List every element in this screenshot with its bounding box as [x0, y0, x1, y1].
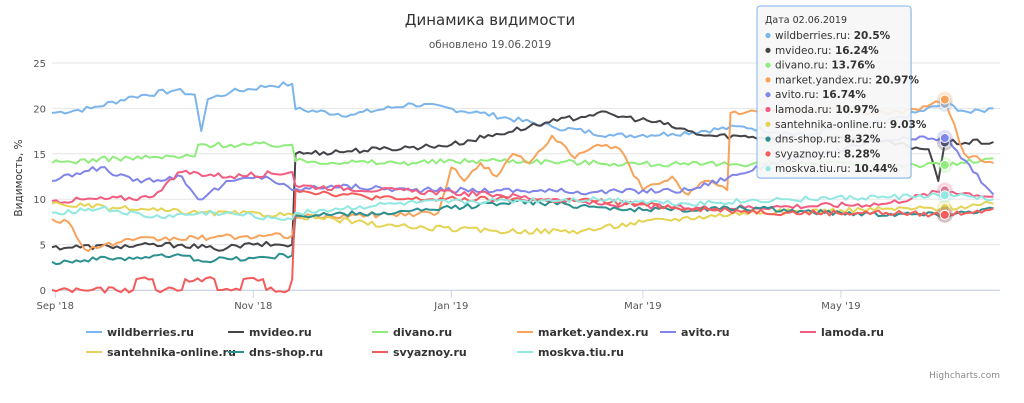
legend-label: market.yandex.ru [538, 326, 649, 339]
x-tick-label: Nov '18 [234, 301, 272, 312]
tooltip-separator: : [837, 134, 844, 146]
legend-label: moskva.tiu.ru [538, 346, 624, 359]
tooltip-series-name: divano.ru [775, 60, 824, 72]
hover-marker [939, 133, 950, 144]
tooltip-bullet [765, 47, 771, 53]
tooltip-date: Дата 02.06.2019 [765, 15, 847, 26]
tooltip-value: 13.76% [831, 60, 875, 72]
legend-item[interactable]: svyaznoy.ru [372, 346, 467, 359]
tooltip-value: 20.5% [854, 30, 891, 42]
legend-label: avito.ru [681, 326, 730, 339]
hover-marker [939, 94, 950, 105]
tooltip-separator: : [828, 45, 835, 57]
legend-label: mvideo.ru [249, 326, 312, 339]
tooltip-series-name: santehnika-online.ru [775, 119, 883, 131]
legend-item[interactable]: lamoda.ru [800, 326, 884, 339]
tooltip: Дата 02.06.2019 wildberries.ru: 20.5% mvid… [756, 5, 927, 179]
tooltip-row: avito.ru: 16.74% [775, 89, 866, 101]
y-axis-title: Видимость, % [13, 139, 25, 216]
chart-subtitle: обновлено 19.06.2019 [429, 39, 551, 51]
tooltip-separator: : [815, 89, 822, 101]
legend-label: divano.ru [393, 326, 452, 339]
legend-item[interactable]: avito.ru [660, 326, 730, 339]
tooltip-value: 16.74% [822, 89, 866, 101]
chart-title: Динамика видимости [405, 11, 576, 29]
tooltip-bullet [765, 166, 771, 172]
hover-marker [939, 190, 950, 201]
tooltip-bullet [765, 62, 771, 68]
tooltip-series-name: avito.ru [775, 89, 815, 101]
hover-marker [939, 160, 950, 171]
tooltip-value: 9.03% [890, 119, 927, 131]
tooltip-separator: : [847, 30, 854, 42]
hover-marker [939, 209, 950, 220]
tooltip-bullet [765, 32, 771, 39]
legend-label: lamoda.ru [821, 326, 884, 339]
tooltip-value: 8.32% [844, 134, 881, 146]
x-tick-label: May '19 [821, 301, 860, 312]
series-line-moskva-tiu-ru[interactable] [51, 192, 994, 222]
axes: 0 5 10 15 20 25 Sep '18 Nov '18 Jan '19 Mar '19 Ma… [33, 59, 1000, 312]
legend-label: svyaznoy.ru [393, 346, 467, 359]
tooltip-series-name: lamoda.ru [775, 104, 828, 116]
tooltip-bullet [765, 136, 771, 142]
hover-markers [936, 91, 953, 223]
tooltip-bullet [765, 121, 771, 127]
legend-item[interactable]: market.yandex.ru [517, 326, 649, 339]
tooltip-series-name: market.yandex.ru [775, 74, 868, 86]
legend-item[interactable]: moskva.tiu.ru [517, 346, 624, 359]
tooltip-row: moskva.tiu.ru: 10.44% [775, 163, 898, 175]
tooltip-row: dns-shop.ru: 8.32% [775, 134, 881, 146]
legend-item[interactable]: divano.ru [372, 326, 452, 339]
tooltip-value: 10.97% [835, 104, 879, 116]
legend-label: wildberries.ru [107, 326, 194, 339]
legend[interactable]: wildberries.ru mvideo.ru divano.ru market.y… [86, 326, 884, 359]
x-tick-label: Mar '19 [624, 301, 662, 312]
tooltip-bullet [765, 151, 771, 157]
tooltip-value: 20.97% [875, 74, 919, 86]
legend-item[interactable]: mvideo.ru [228, 326, 312, 339]
tooltip-value: 8.28% [844, 148, 881, 160]
tooltip-row: mvideo.ru: 16.24% [775, 45, 879, 57]
tooltip-series-name: mvideo.ru [775, 45, 828, 57]
tooltip-row: svyaznoy.ru: 8.28% [775, 148, 881, 160]
tooltip-separator: : [847, 163, 854, 175]
tooltip-row: market.yandex.ru: 20.97% [775, 74, 919, 86]
tooltip-bullet [765, 106, 771, 113]
y-tick-label: 10 [33, 195, 46, 206]
tooltip-separator: : [828, 104, 835, 116]
tooltip-separator: : [883, 119, 890, 131]
tooltip-row: divano.ru: 13.76% [775, 60, 876, 72]
tooltip-row: santehnika-online.ru: 9.03% [775, 119, 927, 131]
legend-item[interactable]: wildberries.ru [86, 326, 194, 339]
tooltip-bullet [765, 92, 771, 98]
tooltip-series-name: svyaznoy.ru [775, 148, 837, 160]
tooltip-value: 16.24% [835, 45, 879, 57]
tooltip-value: 10.44% [854, 163, 898, 175]
legend-item[interactable]: santehnika-online.ru [86, 346, 236, 359]
y-tick-label: 0 [40, 286, 46, 297]
y-tick-label: 20 [33, 104, 46, 115]
tooltip-row: wildberries.ru: 20.5% [775, 30, 891, 42]
y-tick-label: 5 [40, 241, 46, 252]
y-tick-label: 25 [33, 59, 46, 70]
tooltip-separator: : [868, 74, 875, 86]
legend-item[interactable]: dns-shop.ru [228, 346, 323, 359]
credits[interactable]: Highcharts.com [929, 371, 1000, 381]
tooltip-separator: : [837, 148, 844, 160]
legend-label: dns-shop.ru [249, 346, 323, 359]
x-tick-label: Jan '19 [433, 301, 468, 312]
tooltip-bullet [765, 77, 771, 83]
y-tick-label: 15 [33, 150, 46, 161]
tooltip-row: lamoda.ru: 10.97% [775, 104, 880, 116]
x-tick-label: Sep '18 [36, 301, 74, 312]
series-line-lamoda-ru[interactable] [51, 169, 994, 212]
legend-label: santehnika-online.ru [107, 346, 236, 359]
tooltip-series-name: dns-shop.ru [775, 134, 837, 146]
tooltip-separator: : [824, 60, 831, 72]
tooltip-box [756, 5, 912, 179]
tooltip-series-name: wildberries.ru [775, 30, 847, 42]
tooltip-series-name: moskva.tiu.ru [775, 163, 847, 175]
